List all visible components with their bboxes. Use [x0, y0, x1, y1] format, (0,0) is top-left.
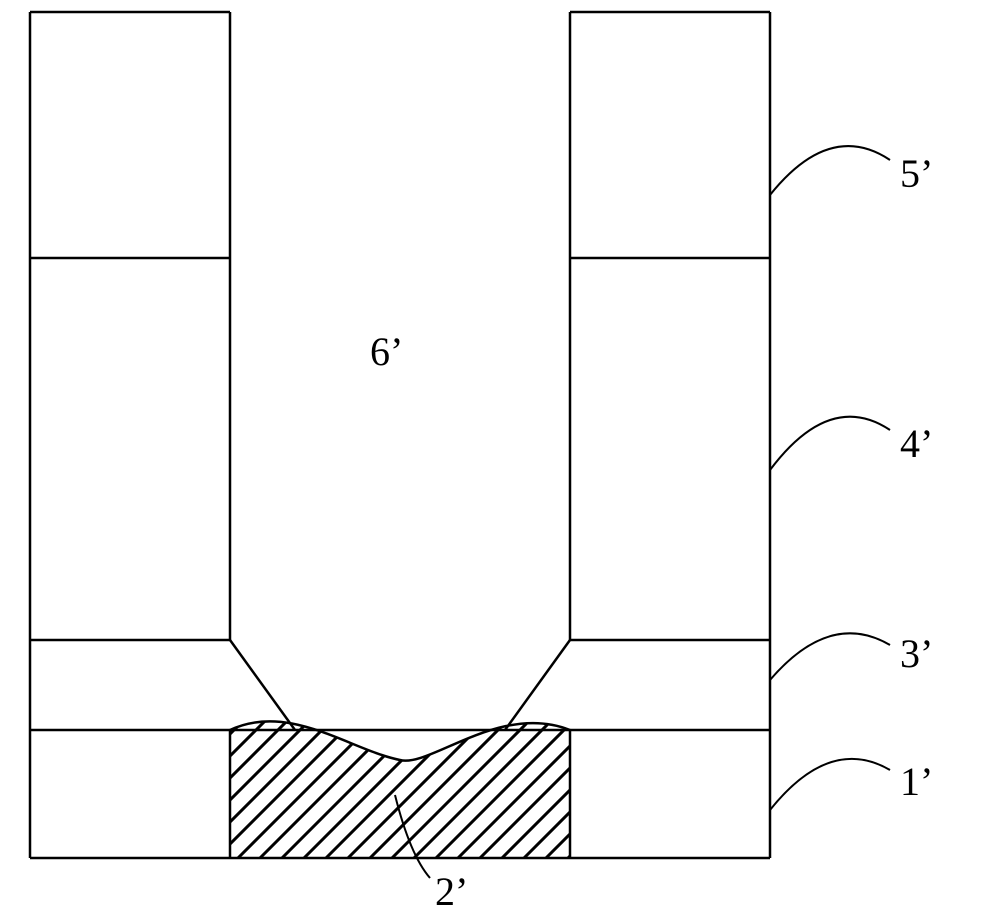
label-1: 1’ [900, 758, 933, 805]
label-2: 2’ [435, 868, 468, 915]
label-6: 6’ [370, 328, 403, 375]
label-5: 5’ [900, 150, 933, 197]
label-3: 3’ [900, 630, 933, 677]
cross-section-diagram [0, 0, 1000, 904]
label-4: 4’ [900, 420, 933, 467]
